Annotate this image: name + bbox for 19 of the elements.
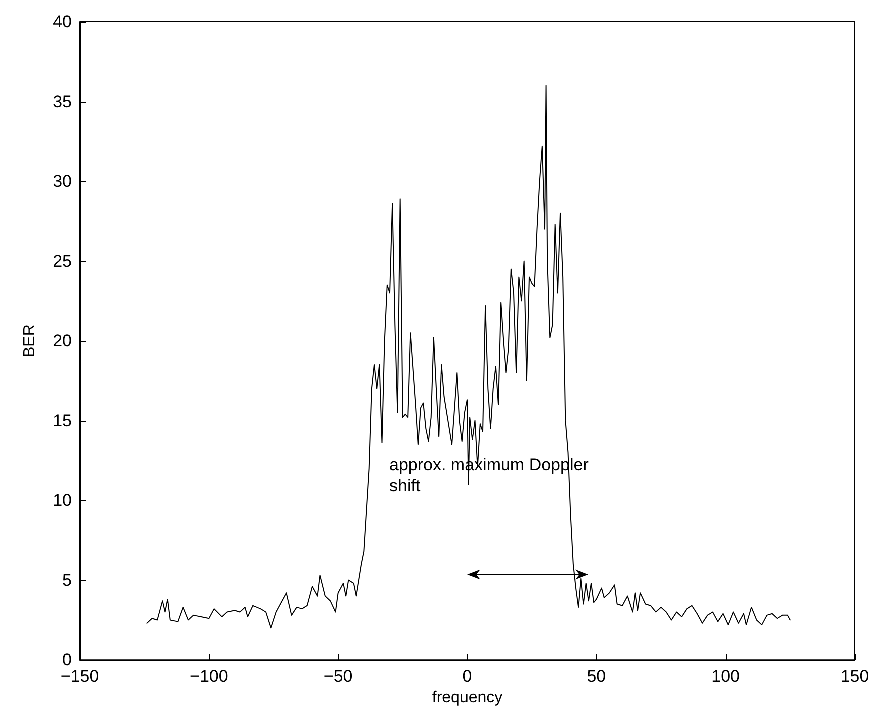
x-tick-label: 100: [712, 667, 740, 686]
y-tick-label: 25: [53, 252, 72, 271]
y-tick-label: 5: [62, 570, 72, 590]
x-tick-label: 50: [587, 667, 606, 686]
y-tick-label: 20: [53, 332, 72, 351]
y-tick-label: 40: [53, 12, 72, 32]
x-tick-label: −100: [190, 667, 228, 686]
y-tick-label: 0: [62, 650, 72, 670]
x-tick-label: 0: [462, 667, 472, 686]
y-tick-label: 35: [53, 92, 72, 112]
x-tick-label: −50: [324, 667, 353, 686]
x-tick-label: −150: [60, 667, 100, 686]
x-tick-label: 150: [840, 667, 870, 686]
x-axis-title: frequency: [432, 690, 503, 706]
y-tick-label: 10: [53, 491, 72, 510]
y-tick-label: 30: [53, 172, 72, 192]
line-series: [146, 85, 791, 629]
y-tick-label: 15: [53, 411, 72, 430]
y-axis-title: BER: [22, 324, 38, 358]
